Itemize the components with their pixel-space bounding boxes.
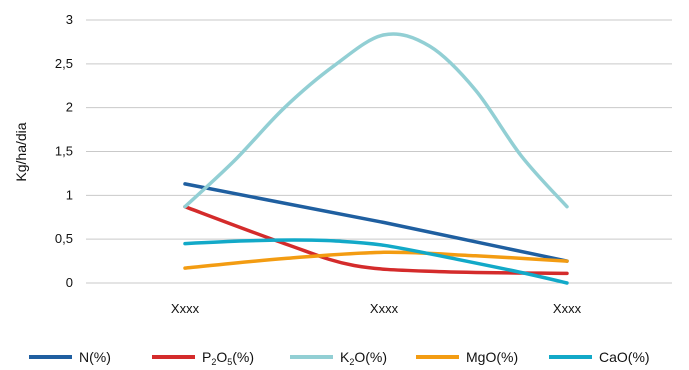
y-tick-label: 1,5 bbox=[55, 144, 73, 159]
x-tick-label: Xxxx bbox=[370, 301, 399, 316]
legend-item: K2O(%) bbox=[290, 349, 387, 367]
series-line-3 bbox=[183, 250, 569, 270]
x-tick-label: Xxxx bbox=[171, 301, 200, 316]
gridlines bbox=[86, 19, 672, 284]
legend-label: CaO(%) bbox=[599, 349, 650, 365]
legend: N(%) P2O5(%) K2O(%) MgO(%) CaO(%) bbox=[29, 349, 650, 367]
series-line-4 bbox=[183, 238, 569, 285]
y-axis-label: Kg/ha/dia bbox=[13, 122, 29, 181]
legend-item: N(%) bbox=[29, 349, 111, 365]
y-tick-label: 3 bbox=[66, 12, 73, 27]
x-tick-label: Xxxx bbox=[553, 301, 582, 316]
legend-label: N(%) bbox=[79, 349, 111, 365]
legend-label: K2O(%) bbox=[340, 349, 387, 367]
y-tick-label: 2,5 bbox=[55, 56, 73, 71]
series-line-1 bbox=[183, 204, 569, 276]
series-line-2 bbox=[183, 32, 569, 209]
y-axis-ticks: 0 0,5 1 1,5 2 2,5 3 bbox=[55, 12, 73, 290]
x-axis-ticks: Xxxx Xxxx Xxxx bbox=[171, 301, 582, 316]
legend-item: CaO(%) bbox=[549, 349, 650, 365]
series-line-0 bbox=[183, 182, 569, 263]
series-lines bbox=[183, 32, 569, 285]
legend-item: MgO(%) bbox=[416, 349, 518, 365]
legend-label: P2O5(%) bbox=[202, 349, 254, 367]
y-tick-label: 2 bbox=[66, 100, 73, 115]
y-tick-label: 0,5 bbox=[55, 231, 73, 246]
legend-label: MgO(%) bbox=[466, 349, 518, 365]
y-tick-label: 0 bbox=[66, 275, 73, 290]
legend-item: P2O5(%) bbox=[152, 349, 254, 367]
y-tick-label: 1 bbox=[66, 187, 73, 202]
